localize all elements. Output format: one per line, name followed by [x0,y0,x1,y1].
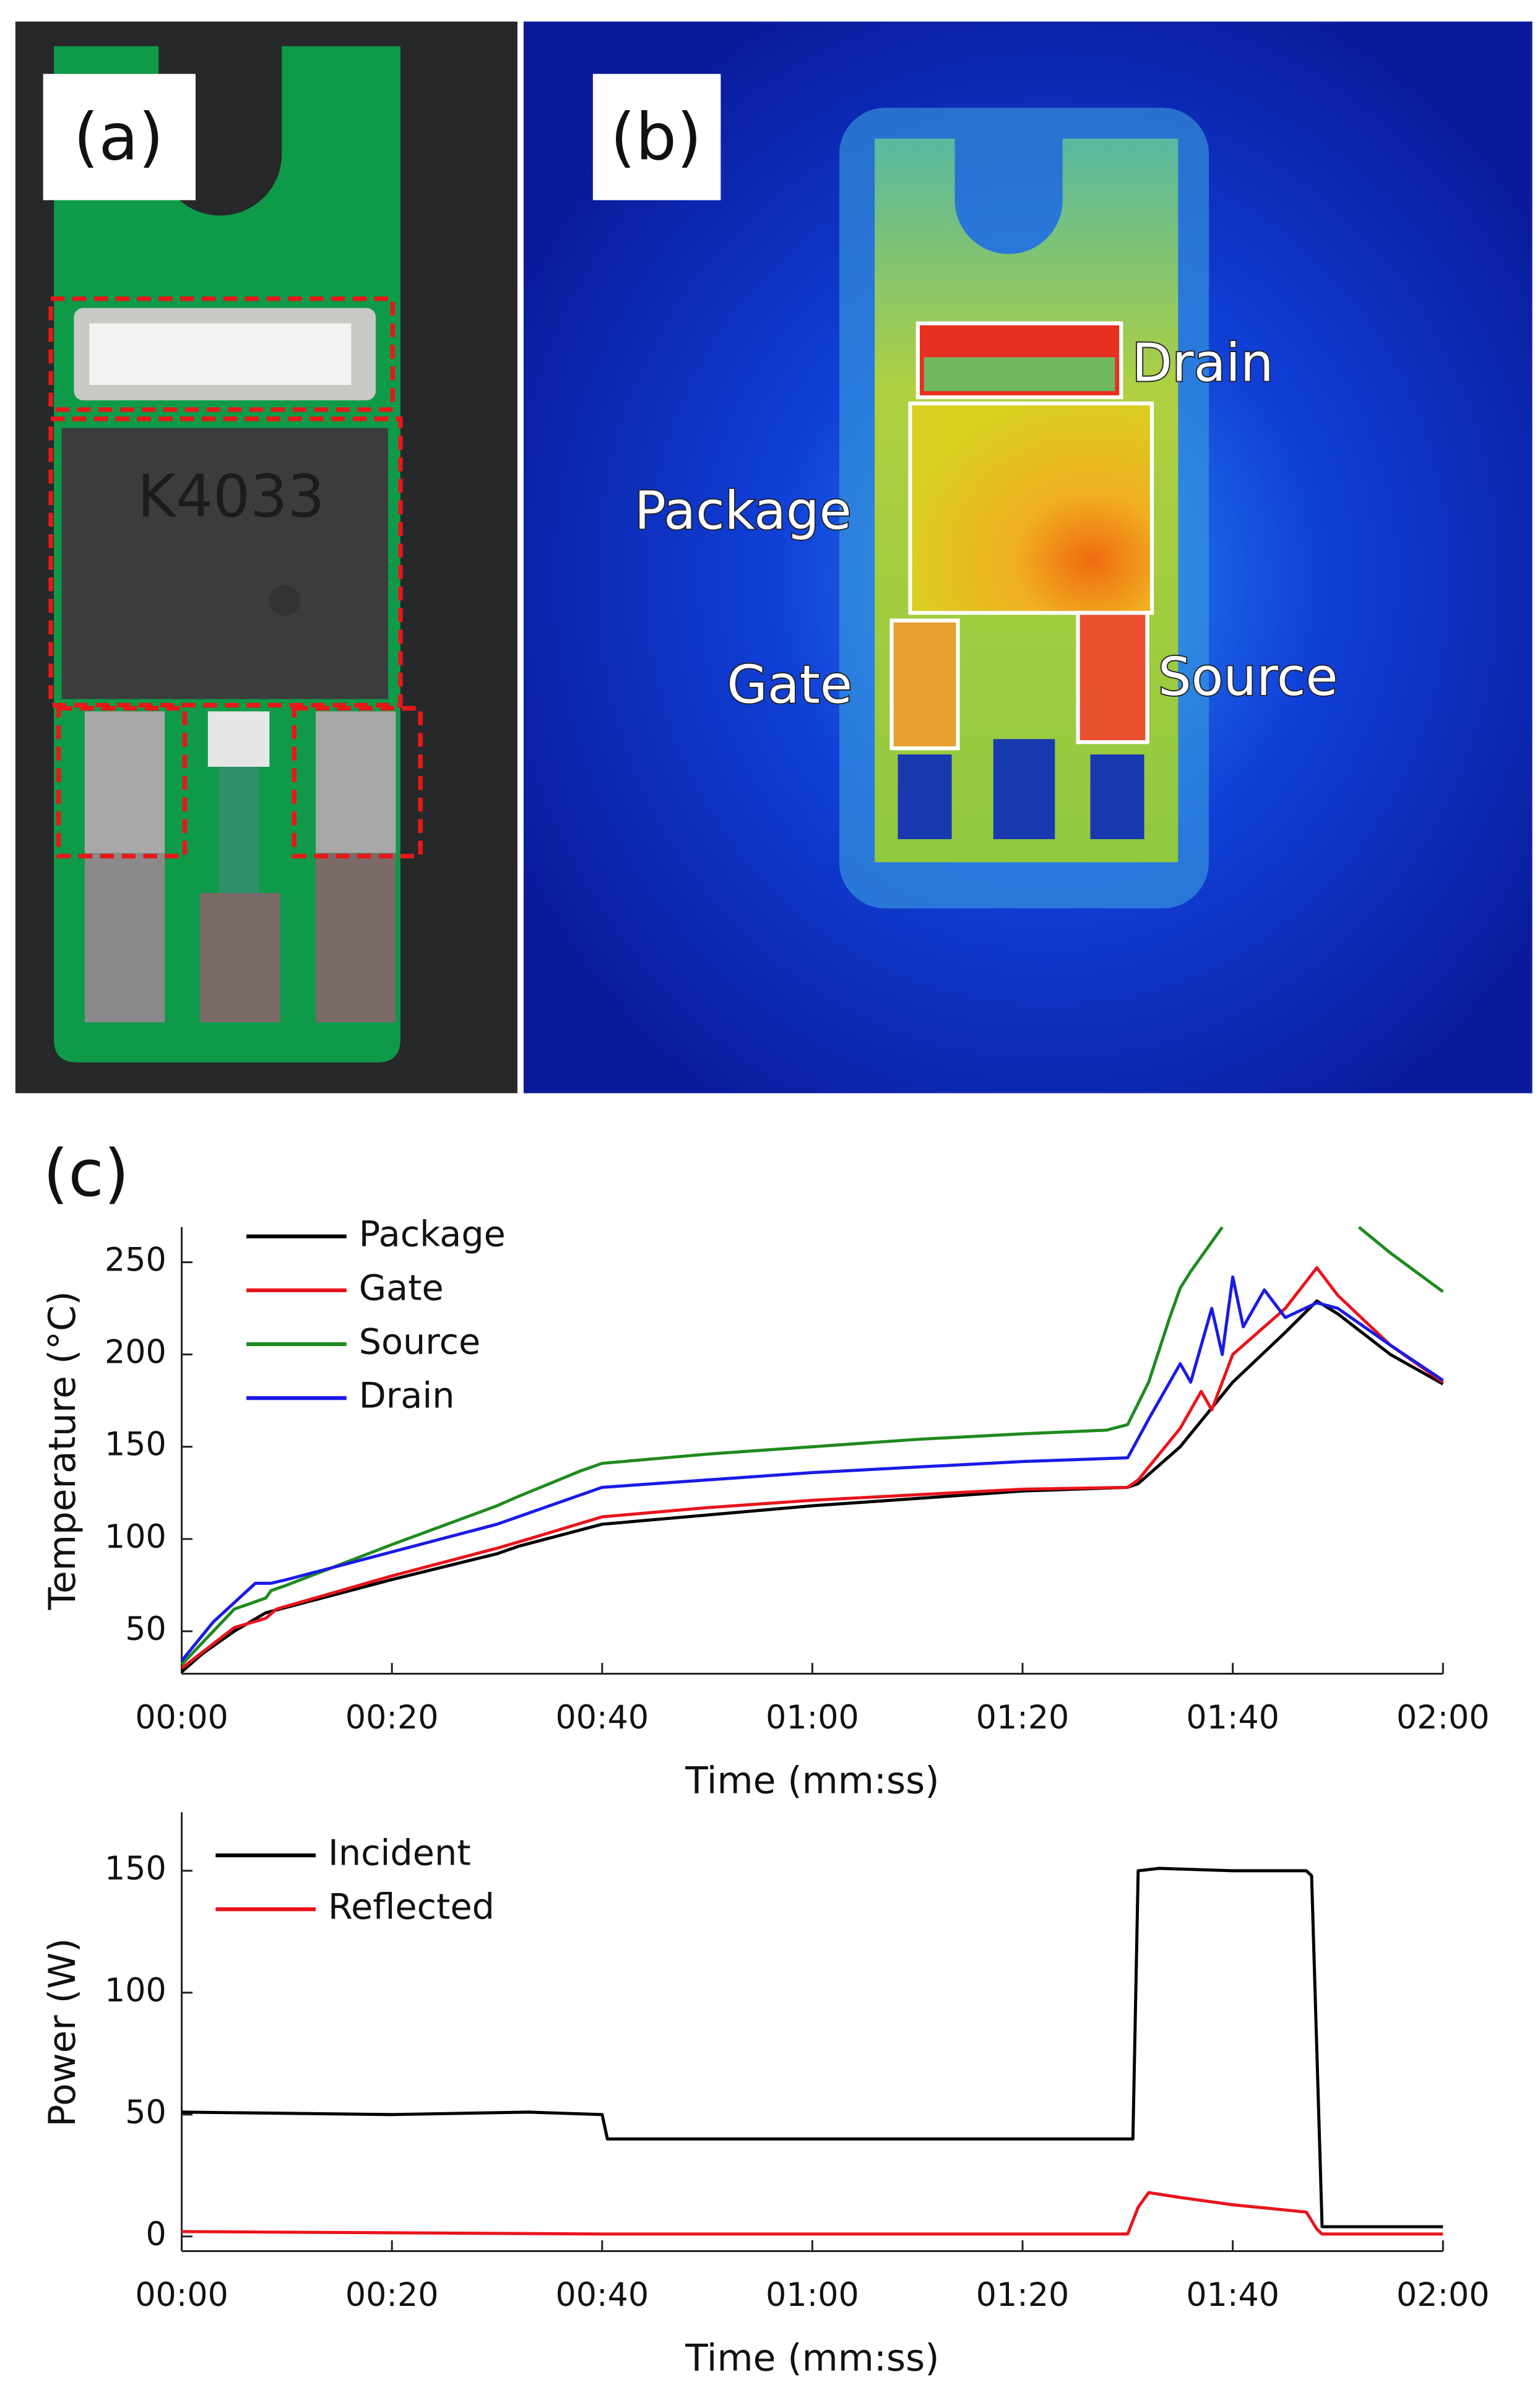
panel-label: (b) [610,100,702,175]
legend-label: Reflected [328,1887,495,1928]
x-tick-label: 02:00 [1396,1699,1490,1737]
x-tick-label: 00:40 [556,1699,649,1737]
series-line [180,1275,1444,1662]
x-tick-label: 01:40 [1186,1699,1279,1737]
y-tick-label: 200 [105,1334,167,1371]
legend-label: Gate [359,1268,444,1309]
y-tick-label: 100 [105,1519,167,1556]
legend-label: Package [359,1214,506,1254]
series-line [180,1226,1444,1666]
y-tick-label: 50 [125,2094,166,2131]
y-tick-label: 250 [105,1242,167,1279]
x-tick-label: 00:00 [135,2277,228,2314]
region-label: Gate [727,654,852,715]
photo-b: Drain Package Gate Source (b) [523,21,1533,1094]
x-tick-label: 00:40 [556,2277,649,2314]
x-tick-label: 01:20 [976,2277,1070,2314]
x-tick-label: 01:20 [976,1699,1070,1737]
x-tick-label: 01:00 [766,1699,859,1737]
x-tick-label: 00:20 [345,2277,439,2314]
photo-a: K4033 (a) [15,21,517,1094]
region-label: Package [634,480,852,541]
legend-label: Source [359,1322,481,1363]
y-tick-label: 50 [125,1611,166,1648]
x-axis-title: Time (mm:ss) [685,2337,939,2380]
x-tick-label: 02:00 [1396,2277,1490,2314]
legend-label: Drain [359,1376,455,1417]
y-tick-label: 150 [105,1426,167,1464]
y-axis-title: Power (W) [41,1938,84,2127]
panel-label: (a) [74,100,164,175]
y-tick-label: 100 [105,1972,167,2009]
x-tick-label: 00:20 [345,1699,439,1737]
panel-label: (c) [43,1136,129,1211]
x-tick-label: 00:00 [135,1699,228,1737]
series-line [181,1266,1444,1670]
series-line [181,1866,1443,2229]
y-tick-label: 0 [145,2216,166,2253]
region-label: Drain [1132,332,1274,394]
series-line [181,2191,1443,2236]
x-tick-label: 01:40 [1186,2277,1279,2314]
y-tick-label: 150 [105,1850,167,1888]
region-label: Source [1158,646,1338,707]
x-tick-label: 01:00 [766,2277,859,2314]
x-axis-title: Time (mm:ss) [685,1760,939,1803]
legend-label: Incident [328,1833,471,1874]
y-axis-title: Temperature (°C) [41,1291,84,1610]
chip-marking: K4033 [137,462,325,530]
